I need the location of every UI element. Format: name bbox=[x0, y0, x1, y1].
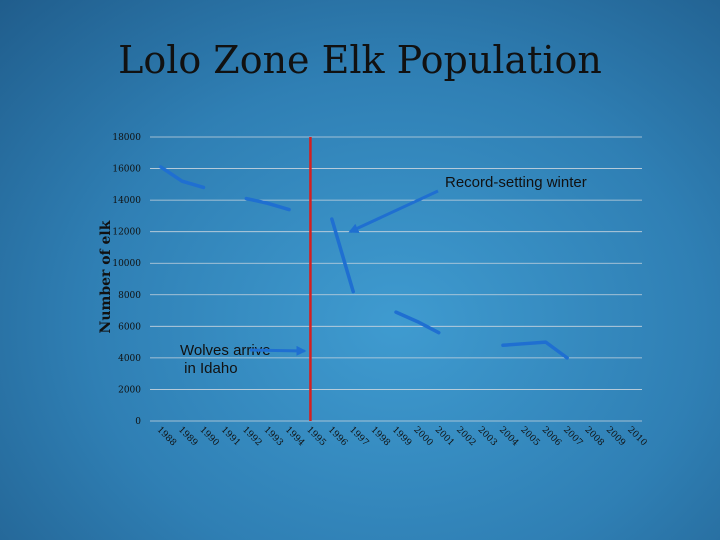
x-tick-label: 2002 bbox=[454, 425, 477, 448]
x-tick-label: 1999 bbox=[390, 425, 413, 448]
y-tick-label: 6000 bbox=[118, 322, 141, 332]
x-tick-label: 2006 bbox=[540, 425, 563, 448]
y-tick-label: 0 bbox=[135, 417, 141, 427]
y-tick-label: 4000 bbox=[118, 354, 141, 364]
record-winter-annotation: Record-setting winter bbox=[445, 174, 587, 191]
y-tick-labels: 0 2000 4000 6000 8000 10000 12000 14000 16000 180… bbox=[112, 133, 141, 427]
record-winter-arrow bbox=[348, 189, 439, 234]
elk-population-series bbox=[158, 165, 569, 360]
y-axis-label: Number of elk bbox=[98, 220, 114, 333]
y-tick-label: 16000 bbox=[112, 165, 141, 175]
x-tick-label: 2000 bbox=[411, 425, 434, 448]
series-line-segment bbox=[394, 310, 441, 335]
wolves-annotation: Wolves arrive in Idaho bbox=[180, 342, 275, 377]
x-tick-label: 2004 bbox=[497, 425, 520, 448]
x-tick-label: 1994 bbox=[283, 425, 306, 448]
wolves-annotation-line-1: Wolves arrive bbox=[180, 342, 271, 359]
y-tick-label: 10000 bbox=[112, 259, 141, 269]
x-tick-label: 2001 bbox=[433, 425, 456, 448]
wolves-annotation-line-2: in Idaho bbox=[180, 360, 238, 377]
x-tick-label: 2010 bbox=[625, 425, 648, 448]
y-tick-label: 12000 bbox=[112, 228, 141, 238]
annotations: Record-setting winter Wolves arrive in I… bbox=[180, 174, 587, 377]
wolves-arrow bbox=[249, 345, 307, 356]
chart-title: Lolo Zone Elk Population bbox=[118, 38, 602, 82]
x-tick-label: 1990 bbox=[197, 425, 220, 448]
x-tick-labels: 1988198919901991199219931994199519961997… bbox=[155, 425, 649, 448]
series-line-segment bbox=[330, 217, 355, 294]
x-tick-label: 2008 bbox=[582, 425, 605, 448]
series-line-segment bbox=[244, 196, 291, 212]
x-tick-label: 1998 bbox=[368, 425, 391, 448]
series-line-segment bbox=[501, 340, 569, 360]
x-tick-label: 1995 bbox=[304, 425, 327, 448]
x-tick-label: 2009 bbox=[604, 425, 627, 448]
x-tick-label: 2005 bbox=[518, 425, 541, 448]
y-tick-label: 8000 bbox=[118, 291, 141, 301]
y-tick-label: 18000 bbox=[112, 133, 141, 143]
grid-lines bbox=[150, 136, 642, 422]
x-tick-label: 2007 bbox=[561, 425, 584, 448]
x-tick-label: 1993 bbox=[262, 425, 285, 448]
x-tick-label: 1997 bbox=[347, 425, 370, 448]
x-tick-label: 2003 bbox=[475, 425, 498, 448]
x-tick-label: 1992 bbox=[240, 425, 263, 448]
y-tick-label: 2000 bbox=[118, 385, 141, 395]
x-tick-label: 1996 bbox=[326, 425, 349, 448]
series-line-segment bbox=[158, 165, 206, 190]
x-tick-label: 1991 bbox=[219, 425, 242, 448]
x-tick-label: 1988 bbox=[155, 425, 178, 448]
y-tick-label: 14000 bbox=[112, 196, 141, 206]
x-tick-label: 1989 bbox=[176, 425, 199, 448]
